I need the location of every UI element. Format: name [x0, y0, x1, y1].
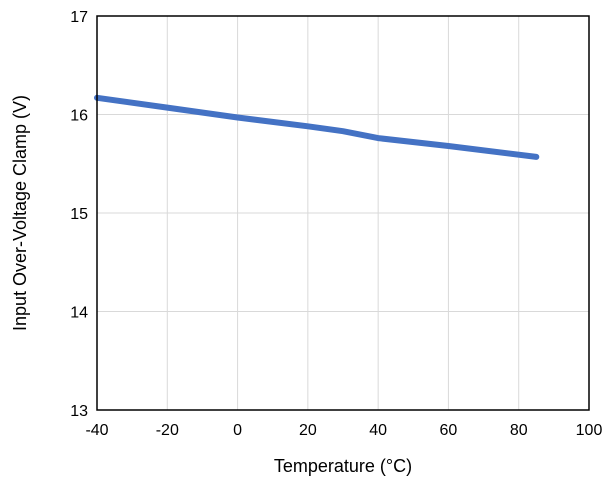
y-axis-title: Input Over-Voltage Clamp (V): [10, 95, 30, 331]
x-tick-label: -40: [85, 422, 108, 439]
x-tick-label: 80: [510, 422, 528, 439]
x-tick-label: -20: [156, 422, 179, 439]
y-tick-labels: 13 14 15 16 17: [70, 9, 88, 420]
y-tick-label: 13: [70, 403, 88, 420]
x-tick-label: 20: [299, 422, 317, 439]
series-layer: [94, 94, 540, 160]
x-tick-label: 0: [233, 422, 242, 439]
series-line: [94, 94, 540, 160]
x-tick-label: 100: [576, 422, 603, 439]
y-tick-label: 14: [70, 305, 88, 322]
plot-frame: [96, 15, 590, 411]
x-axis-title: Temperature (°C): [274, 456, 412, 476]
y-tick-label: 15: [70, 206, 88, 223]
x-tick-label: 40: [369, 422, 387, 439]
x-tick-labels: -40 -20 0 20 40 60 80 100: [85, 422, 602, 439]
x-tick-label: 60: [440, 422, 458, 439]
grid-layer: [96, 15, 590, 411]
y-tick-label: 16: [70, 108, 88, 125]
y-tick-label: 17: [70, 9, 88, 26]
